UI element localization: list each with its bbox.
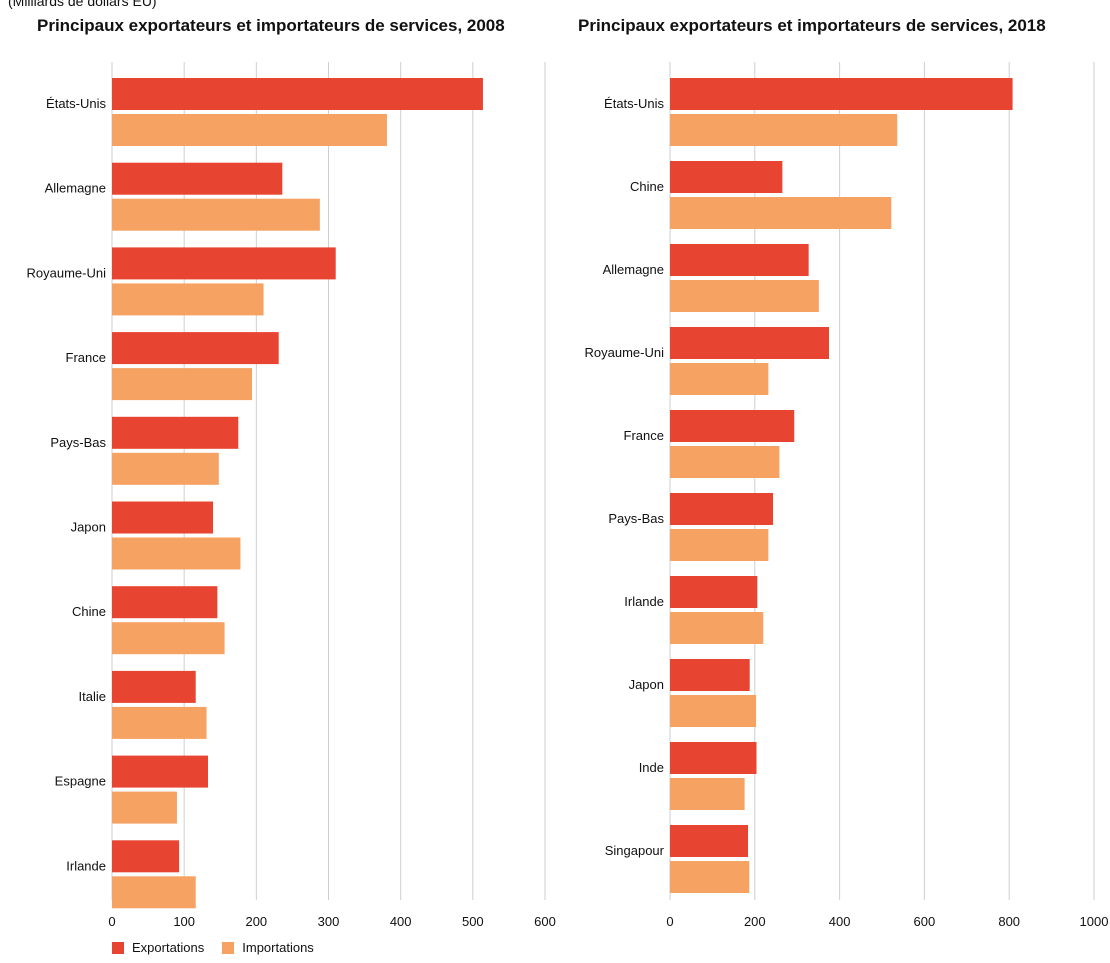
category-label: États-Unis — [604, 96, 664, 111]
category-label: Royaume-Uni — [585, 345, 665, 360]
bar-imports — [670, 197, 892, 229]
bar-exports — [670, 410, 795, 442]
bar-imports — [112, 114, 387, 146]
x-tick-label: 1000 — [1080, 914, 1109, 929]
bar-imports — [112, 198, 320, 231]
category-label: Chine — [630, 179, 664, 194]
bar-exports — [112, 78, 483, 110]
x-tick-label: 500 — [462, 914, 484, 929]
bar-exports — [670, 742, 757, 774]
category-label: États-Unis — [46, 96, 106, 111]
legend-swatch-imports — [222, 941, 235, 954]
category-label: Royaume-Uni — [27, 265, 107, 280]
bar-imports — [670, 529, 769, 561]
bar-imports — [670, 363, 769, 395]
legend-label-exports: Exportations — [132, 940, 205, 955]
bar-exports — [112, 332, 279, 365]
category-label: Allemagne — [603, 262, 664, 277]
bar-imports — [112, 791, 177, 824]
x-tick-label: 0 — [666, 914, 673, 929]
x-tick-label: 200 — [245, 914, 267, 929]
x-tick-label: 100 — [173, 914, 195, 929]
category-label: Pays-Bas — [50, 435, 106, 450]
bar-exports — [112, 755, 208, 788]
legend: Exportations Importations — [112, 940, 314, 955]
bar-exports — [112, 416, 239, 449]
bar-exports — [112, 670, 196, 703]
chart-title-2018: Principaux exportateurs et importateurs … — [578, 16, 1046, 35]
x-tick-label: 800 — [998, 914, 1020, 929]
category-label: France — [66, 350, 106, 365]
bar-exports — [670, 78, 1013, 110]
category-label: Italie — [79, 689, 106, 704]
category-label: Irlande — [624, 594, 664, 609]
bar-exports — [112, 247, 336, 280]
category-label: Japon — [629, 677, 664, 692]
bar-imports — [112, 706, 207, 739]
category-label: Singapour — [605, 843, 665, 858]
legend-item-imports: Importations — [222, 940, 314, 955]
bar-exports — [112, 501, 214, 534]
bar-exports — [670, 576, 758, 608]
bar-imports — [670, 695, 757, 727]
bar-exports — [670, 161, 783, 193]
bar-exports — [670, 244, 809, 276]
legend-swatch-exports — [112, 941, 124, 954]
unit-note: (Milliards de dollars EU) — [8, 0, 157, 9]
legend-item-exports: Exportations — [112, 940, 204, 955]
bar-imports — [112, 622, 225, 655]
category-label: Inde — [639, 760, 664, 775]
bar-imports — [112, 876, 196, 909]
category-label: Chine — [72, 604, 106, 619]
bar-imports — [112, 452, 219, 485]
bar-imports — [112, 537, 241, 570]
category-label: Japon — [71, 520, 106, 535]
bar-exports — [112, 586, 218, 619]
bar-imports — [670, 861, 750, 893]
bar-exports — [670, 825, 749, 857]
bar-imports — [670, 446, 780, 478]
bar-imports — [670, 778, 745, 810]
category-label: Allemagne — [45, 181, 106, 196]
x-tick-label: 0 — [108, 914, 115, 929]
chart-title-2008: Principaux exportateurs et importateurs … — [37, 16, 505, 35]
x-tick-label: 300 — [318, 914, 340, 929]
bar-imports — [670, 280, 819, 312]
x-tick-label: 400 — [390, 914, 412, 929]
legend-label-imports: Importations — [242, 940, 314, 955]
bar-imports — [112, 368, 253, 401]
bar-imports — [112, 283, 264, 316]
x-tick-label: 200 — [744, 914, 766, 929]
bar-imports — [670, 114, 898, 146]
x-tick-label: 600 — [914, 914, 936, 929]
bar-imports — [670, 612, 764, 644]
bar-exports — [112, 840, 180, 873]
bar-exports — [112, 162, 283, 195]
x-tick-label: 400 — [829, 914, 851, 929]
bar-exports — [670, 493, 774, 525]
x-tick-label: 600 — [534, 914, 556, 929]
category-label: France — [624, 428, 664, 443]
category-label: Espagne — [55, 774, 106, 789]
bar-exports — [670, 659, 750, 691]
category-label: Pays-Bas — [608, 511, 664, 526]
bar-exports — [670, 327, 829, 359]
category-label: Irlande — [66, 858, 106, 873]
